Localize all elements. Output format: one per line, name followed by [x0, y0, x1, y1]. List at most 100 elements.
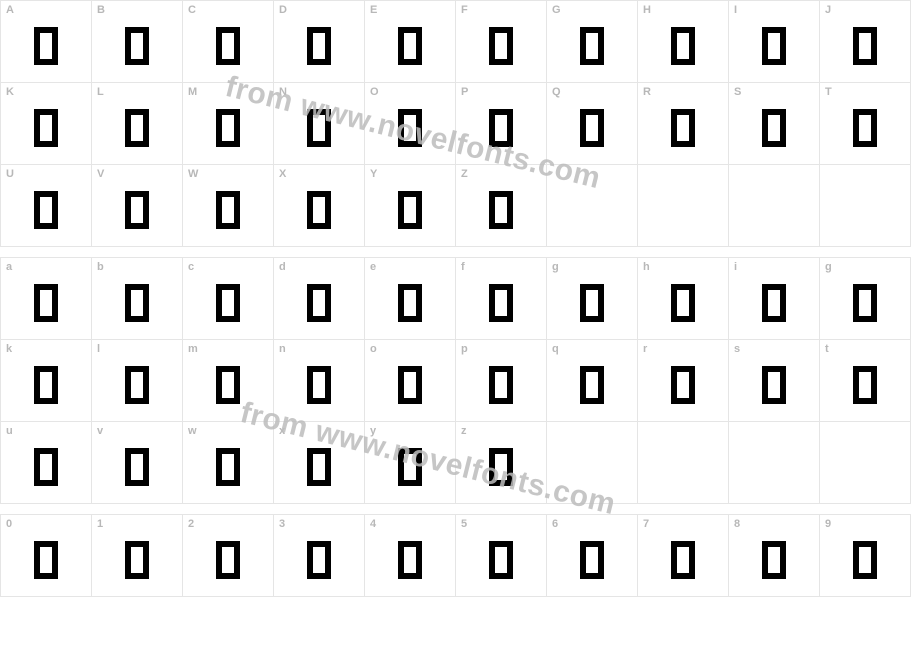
missing-glyph-icon: [34, 541, 58, 579]
charmap-cell[interactable]: 1: [92, 515, 183, 597]
charmap-cell[interactable]: G: [547, 1, 638, 83]
charmap-cell[interactable]: r: [638, 340, 729, 422]
missing-glyph-icon: [580, 366, 604, 404]
charmap-cell[interactable]: U: [1, 165, 92, 247]
charmap-cell[interactable]: N: [274, 83, 365, 165]
charmap-cell[interactable]: z: [456, 422, 547, 504]
charmap-cell-label: g: [552, 261, 559, 273]
charmap-cell-label: M: [188, 86, 197, 98]
charmap-cell[interactable]: X: [274, 165, 365, 247]
charmap-cell-label: N: [279, 86, 287, 98]
missing-glyph-icon: [671, 284, 695, 322]
charmap-cell[interactable]: a: [1, 258, 92, 340]
charmap-cell[interactable]: J: [820, 1, 911, 83]
charmap-cell[interactable]: b: [92, 258, 183, 340]
charmap-cell[interactable]: o: [365, 340, 456, 422]
charmap-cell[interactable]: K: [1, 83, 92, 165]
charmap-cell[interactable]: M: [183, 83, 274, 165]
charmap-cell[interactable]: O: [365, 83, 456, 165]
charmap-cell[interactable]: h: [638, 258, 729, 340]
charmap-cell[interactable]: 0: [1, 515, 92, 597]
charmap-cell[interactable]: F: [456, 1, 547, 83]
charmap-cell[interactable]: s: [729, 340, 820, 422]
charmap-cell-label: o: [370, 343, 377, 355]
charmap-cell[interactable]: 4: [365, 515, 456, 597]
charmap-cell[interactable]: i: [729, 258, 820, 340]
charmap-cell-label: F: [461, 4, 468, 16]
charmap-cell-empty: [547, 165, 638, 247]
charmap-cell-label: g: [825, 261, 832, 273]
charmap-cell[interactable]: q: [547, 340, 638, 422]
charmap-cell[interactable]: Z: [456, 165, 547, 247]
charmap-cell[interactable]: w: [183, 422, 274, 504]
missing-glyph-icon: [671, 541, 695, 579]
charmap-cell[interactable]: k: [1, 340, 92, 422]
charmap-cell[interactable]: W: [183, 165, 274, 247]
charmap-cell-label: l: [97, 343, 100, 355]
charmap-cell[interactable]: 6: [547, 515, 638, 597]
charmap-cell[interactable]: v: [92, 422, 183, 504]
charmap-cell[interactable]: l: [92, 340, 183, 422]
charmap-cell[interactable]: L: [92, 83, 183, 165]
charmap-cell[interactable]: R: [638, 83, 729, 165]
charmap-cell-label: 5: [461, 518, 467, 530]
charmap-cell[interactable]: 9: [820, 515, 911, 597]
charmap-cell[interactable]: H: [638, 1, 729, 83]
charmap-cell[interactable]: Q: [547, 83, 638, 165]
charmap-cell-label: 2: [188, 518, 194, 530]
charmap-cell[interactable]: y: [365, 422, 456, 504]
charmap-cell[interactable]: e: [365, 258, 456, 340]
charmap-cell[interactable]: A: [1, 1, 92, 83]
charmap-cell[interactable]: 5: [456, 515, 547, 597]
charmap-cell[interactable]: E: [365, 1, 456, 83]
charmap-cell[interactable]: 2: [183, 515, 274, 597]
charmap-cell-label: 9: [825, 518, 831, 530]
charmap-cell[interactable]: c: [183, 258, 274, 340]
charmap-cell-empty: [638, 422, 729, 504]
charmap-cell-label: J: [825, 4, 831, 16]
charmap-cell[interactable]: V: [92, 165, 183, 247]
charmap-cell[interactable]: I: [729, 1, 820, 83]
charmap-cell[interactable]: g: [820, 258, 911, 340]
charmap-cell[interactable]: p: [456, 340, 547, 422]
charmap-cell[interactable]: C: [183, 1, 274, 83]
charmap-cell[interactable]: P: [456, 83, 547, 165]
charmap-cell[interactable]: m: [183, 340, 274, 422]
charmap-cell[interactable]: x: [274, 422, 365, 504]
charmap-cell[interactable]: D: [274, 1, 365, 83]
charmap-cell[interactable]: 7: [638, 515, 729, 597]
missing-glyph-icon: [307, 284, 331, 322]
charmap-cell-label: Q: [552, 86, 561, 98]
charmap-cell-label: L: [97, 86, 104, 98]
missing-glyph-icon: [489, 448, 513, 486]
missing-glyph-icon: [489, 541, 513, 579]
charmap-cell-label: X: [279, 168, 286, 180]
charmap-cell-label: n: [279, 343, 286, 355]
charmap-section-uppercase: ABCDEF G HIJ KL M N OPQ RST U VWX YZ: [0, 0, 911, 247]
charmap-cell-label: h: [643, 261, 650, 273]
charmap-cell-label: G: [552, 4, 561, 16]
charmap-cell[interactable]: t: [820, 340, 911, 422]
charmap-cell[interactable]: S: [729, 83, 820, 165]
charmap-cell[interactable]: g: [547, 258, 638, 340]
missing-glyph-icon: [762, 109, 786, 147]
missing-glyph-icon: [125, 284, 149, 322]
charmap-cell[interactable]: 8: [729, 515, 820, 597]
missing-glyph-icon: [34, 109, 58, 147]
charmap-cell[interactable]: f: [456, 258, 547, 340]
charmap-cell[interactable]: 3: [274, 515, 365, 597]
charmap-cell[interactable]: n: [274, 340, 365, 422]
charmap-cell-label: U: [6, 168, 14, 180]
charmap-cell-label: u: [6, 425, 13, 437]
missing-glyph-icon: [853, 284, 877, 322]
charmap-cell-label: x: [279, 425, 285, 437]
missing-glyph-icon: [216, 448, 240, 486]
charmap-cell[interactable]: B: [92, 1, 183, 83]
missing-glyph-icon: [307, 448, 331, 486]
charmap-cell[interactable]: u: [1, 422, 92, 504]
charmap-cell[interactable]: d: [274, 258, 365, 340]
charmap-cell[interactable]: T: [820, 83, 911, 165]
missing-glyph-icon: [671, 27, 695, 65]
charmap-cell[interactable]: Y: [365, 165, 456, 247]
missing-glyph-icon: [853, 366, 877, 404]
